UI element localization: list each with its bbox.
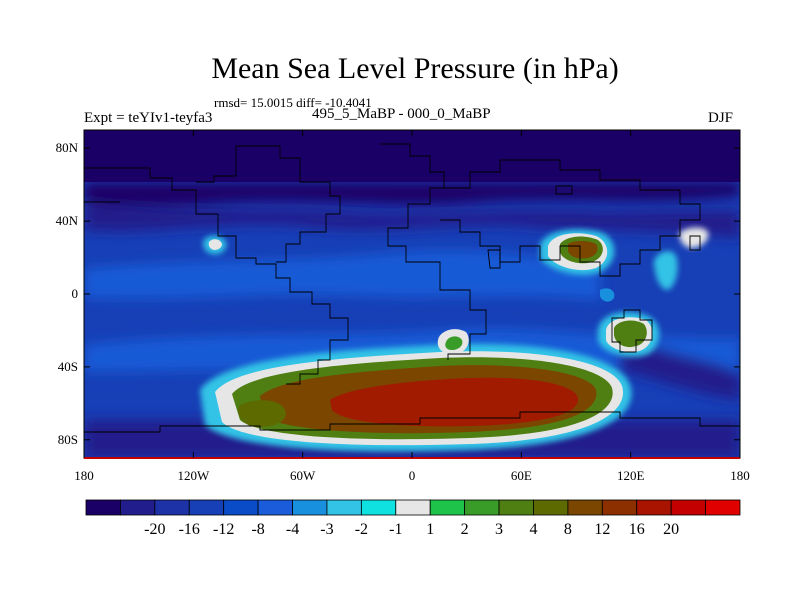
colorbar: -20 -16 -12 -8 -4 -3 -2 -1 1 2 3 4 8 12 16 20 <box>85 499 741 538</box>
lon-tick-label: 60W <box>290 468 316 483</box>
colorbar-label: 4 <box>529 521 537 538</box>
colorbar-label: -20 <box>144 521 165 538</box>
colorbar-label: 3 <box>495 521 503 538</box>
australia-anomaly <box>598 227 709 357</box>
small-anomalies <box>203 235 615 355</box>
lat-tick-label: 40S <box>58 359 78 374</box>
colorbar-label: -12 <box>213 521 234 538</box>
lon-tick-label: 120E <box>617 468 645 483</box>
colorbar-swatch <box>464 499 500 516</box>
colorbar-label: -16 <box>179 521 200 538</box>
colorbar-swatch <box>154 499 190 516</box>
colorbar-label: -4 <box>286 521 299 538</box>
colorbar-label: -8 <box>251 521 264 538</box>
colorbar-swatch <box>188 499 225 516</box>
antarctic-anomaly <box>200 344 632 452</box>
lon-tick-label: 120W <box>177 468 210 483</box>
lat-axis: 80N 40N 0 40S 80S <box>56 140 740 447</box>
lon-tick-label: 0 <box>409 468 416 483</box>
period-label: 495_5_MaBP - 000_0_MaBP <box>312 106 491 122</box>
colorbar-swatch <box>498 499 534 516</box>
colorbar-label: 2 <box>461 521 469 538</box>
colorbar-swatch <box>292 499 328 516</box>
colorbar-label: -1 <box>389 521 402 538</box>
colorbar-swatch <box>257 499 293 516</box>
colorbar-label: 20 <box>663 521 679 538</box>
colorbar-swatch <box>636 499 672 516</box>
lon-axis: 180 120W 60W 0 60E 120E 180 <box>74 130 750 483</box>
lat-tick-label: 0 <box>72 286 79 301</box>
colorbar-swatch <box>670 499 706 516</box>
colorbar-swatch <box>395 499 431 516</box>
colorbar-swatch <box>705 499 741 516</box>
colorbar-swatch <box>326 499 362 516</box>
colorbar-swatch <box>223 499 259 516</box>
lon-tick-label: 180 <box>74 468 94 483</box>
colorbar-swatch <box>360 499 397 516</box>
field-layer <box>84 130 740 458</box>
colorbar-label: -3 <box>320 521 333 538</box>
coastlines <box>84 143 740 433</box>
colorbar-label: 1 <box>426 521 434 538</box>
colorbar-swatch <box>533 499 569 516</box>
colorbar-swatch <box>85 499 121 516</box>
experiment-label: Expt = teYIv1-teyfa3 <box>84 110 213 126</box>
lon-tick-label: 60E <box>511 468 532 483</box>
lat-tick-label: 80S <box>58 432 78 447</box>
colorbar-label: 16 <box>629 521 645 538</box>
colorbar-swatch <box>120 499 156 516</box>
stats-text: rmsd= 15.0015 diff= -10.4041 <box>214 95 372 110</box>
colorbar-swatch <box>429 499 466 516</box>
lat-tick-label: 80N <box>56 140 79 155</box>
lat-tick-label: 40N <box>56 213 79 228</box>
colorbar-swatch <box>567 499 603 516</box>
season-label: DJF <box>708 110 734 126</box>
asia-anomaly <box>540 229 615 275</box>
lon-tick-label: 180 <box>730 468 750 483</box>
colorbar-label: -2 <box>355 521 368 538</box>
colorbar-label: 12 <box>594 521 610 538</box>
map-title: Mean Sea Level Pressure (in hPa) <box>211 52 619 85</box>
colorbar-swatch <box>601 499 638 516</box>
colorbar-label: 8 <box>564 521 572 538</box>
